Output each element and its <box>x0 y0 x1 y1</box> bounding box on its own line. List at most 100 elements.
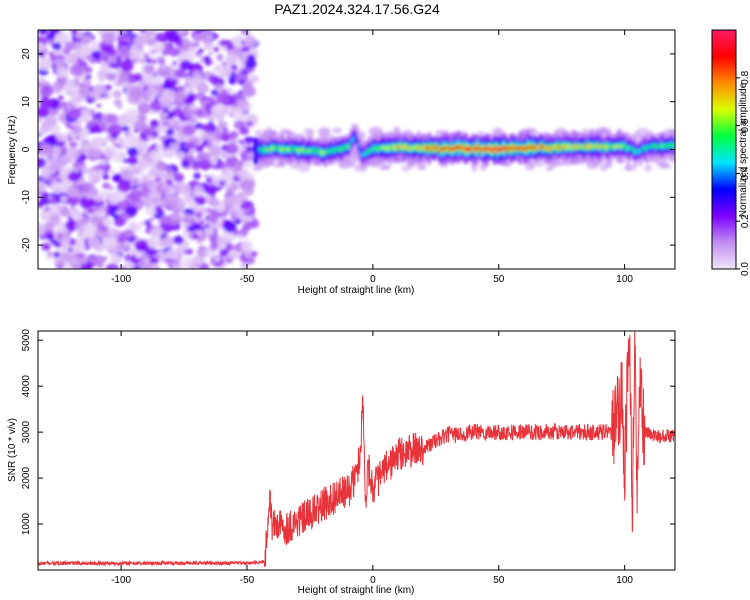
heatmap-cell <box>109 169 116 175</box>
heatmap-cell <box>526 145 530 150</box>
y-tick-label: 3000 <box>21 421 32 444</box>
heatmap-cell <box>165 128 175 136</box>
heatmap-cell <box>43 147 55 157</box>
heatmap-cell <box>208 74 220 84</box>
heatmap-cell <box>181 160 191 168</box>
heatmap-cell <box>656 143 660 148</box>
heatmap-cell <box>253 161 259 165</box>
heatmap-cell <box>197 83 209 93</box>
heatmap-cell <box>85 74 92 80</box>
heatmap-cell <box>38 117 43 123</box>
heatmap-cell <box>478 146 482 150</box>
heatmap-cell <box>149 119 160 128</box>
heatmap-cell <box>69 64 84 77</box>
heatmap-cell <box>155 161 167 171</box>
heatmap-cell <box>155 143 164 151</box>
heatmap-cell <box>307 148 311 153</box>
heatmap-cell <box>165 249 178 260</box>
heatmap-cell <box>166 199 179 209</box>
heatmap-cell <box>242 223 252 232</box>
heatmap-cell <box>663 143 667 149</box>
heatmap-cell <box>194 184 203 192</box>
heatmap-cell <box>185 214 194 221</box>
heatmap-cell <box>662 144 666 148</box>
heatmap-cell <box>251 251 258 257</box>
heatmap-cell <box>487 146 491 150</box>
heatmap-cell <box>179 59 193 71</box>
heatmap-cell <box>614 144 618 149</box>
heatmap-cell <box>184 76 193 83</box>
heatmap-cell <box>94 229 103 237</box>
heatmap-cell <box>519 146 523 151</box>
heatmap-cell <box>91 50 102 60</box>
heatmap-cell <box>253 151 259 155</box>
heatmap-cell <box>54 32 70 45</box>
x-tick-label: 50 <box>493 575 505 586</box>
heatmap-cell <box>427 146 431 151</box>
heatmap-cell <box>362 152 366 158</box>
heatmap-cell <box>611 144 614 148</box>
heatmap-cell <box>133 73 144 82</box>
heatmap-cell <box>198 130 206 137</box>
heatmap-cell <box>216 55 224 62</box>
heatmap-cell <box>49 30 61 35</box>
heatmap-cell <box>75 32 84 39</box>
heatmap-cell <box>521 146 525 151</box>
heatmap-cell <box>448 147 452 152</box>
heatmap-cell <box>269 146 272 151</box>
heatmap-cell <box>38 127 47 136</box>
heatmap-cell <box>416 162 427 171</box>
heatmap-cell <box>49 182 65 195</box>
heatmap-cell <box>208 197 220 207</box>
heatmap-cell <box>102 236 117 249</box>
heatmap-cell <box>477 131 485 136</box>
heatmap-cell <box>68 107 82 120</box>
heatmap-cell <box>44 216 50 221</box>
heatmap-cell <box>510 146 514 151</box>
heatmap-cell <box>216 91 231 104</box>
heatmap-cell <box>48 136 57 143</box>
heatmap-cell <box>118 30 128 35</box>
heatmap-cell <box>408 147 412 151</box>
heatmap-cell <box>575 144 579 148</box>
heatmap-cell <box>401 145 405 149</box>
heatmap-cell <box>514 146 517 151</box>
heatmap-cell <box>154 253 160 258</box>
heatmap-cell <box>635 127 650 137</box>
heatmap-cell <box>322 151 325 155</box>
heatmap-cell <box>545 145 549 150</box>
heatmap-cell <box>435 129 449 136</box>
heatmap-cell <box>258 147 262 152</box>
heatmap-cell <box>424 144 428 150</box>
heatmap-cell <box>159 135 167 142</box>
heatmap-cell <box>426 146 429 151</box>
heatmap-cell <box>43 221 55 232</box>
heatmap-cell <box>98 159 107 166</box>
heatmap-cell <box>76 256 87 265</box>
heatmap-cell <box>204 226 215 236</box>
heatmap-cell <box>671 142 674 146</box>
heatmap-cell <box>120 81 129 88</box>
heatmap-cell <box>339 158 349 168</box>
heatmap-cell <box>76 120 82 125</box>
heatmap-cell <box>143 257 151 264</box>
heatmap-cell <box>38 57 53 69</box>
heatmap-cell <box>609 145 613 149</box>
heatmap-cell <box>38 183 46 194</box>
heatmap-cell <box>75 135 81 140</box>
heatmap-cell <box>593 144 597 149</box>
heatmap-cell <box>253 149 259 153</box>
heatmap-cell <box>221 88 228 94</box>
heatmap-cell <box>237 90 243 95</box>
heatmap-cell <box>135 180 141 185</box>
heatmap-cell <box>634 148 637 154</box>
heatmap-cell <box>89 147 103 158</box>
heatmap-cell <box>406 145 410 150</box>
heatmap-cell <box>582 146 586 150</box>
heatmap-cell <box>146 135 154 142</box>
heatmap-cell <box>83 224 91 231</box>
heatmap-cell <box>169 142 180 152</box>
heatmap-cell <box>130 44 139 52</box>
heatmap-cell <box>595 142 599 148</box>
heatmap-cell <box>318 149 322 154</box>
